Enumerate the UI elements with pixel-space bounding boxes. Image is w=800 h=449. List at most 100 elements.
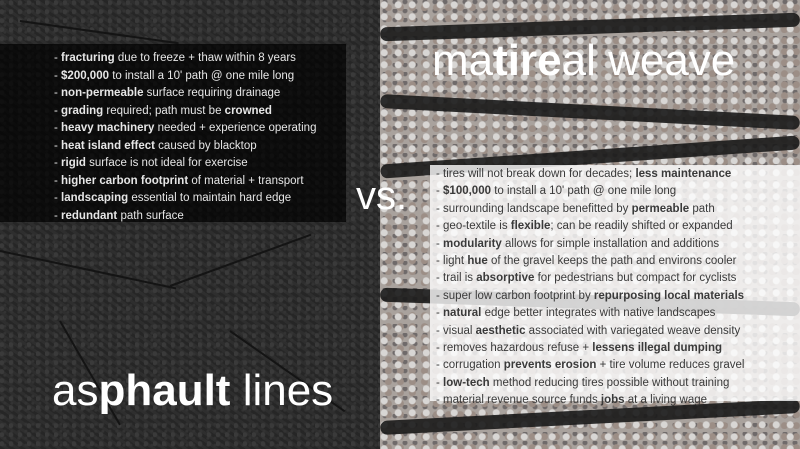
item-text: of material + transport <box>188 174 304 187</box>
item-text: - <box>436 307 444 320</box>
list-item: - landscaping essential to maintain hard… <box>54 190 316 208</box>
bold-text: landscaping <box>61 192 129 204</box>
item-text: caused by blacktop <box>154 139 257 152</box>
list-item: - $200,000 to install a 10' path @ one m… <box>54 68 316 86</box>
bold-text: higher carbon footprint <box>61 174 189 187</box>
list-item: - heavy machinery needed + experience op… <box>54 120 316 138</box>
bold-text: fracturing <box>61 52 115 64</box>
bold-text: $200,000 <box>61 69 109 82</box>
item-text: required; path must be <box>103 104 225 117</box>
item-text: at a living wage <box>624 394 708 407</box>
list-item: - low-tech method reducing tires possibl… <box>436 375 744 392</box>
list-item: - removes hazardous refuse + lessens ill… <box>436 340 744 357</box>
item-text: - <box>54 192 62 204</box>
bold-text: modularity <box>443 237 502 250</box>
item-text: - visual <box>436 324 476 337</box>
bold-text: prevents erosion <box>503 359 597 372</box>
list-item: - $100,000 to install a 10' path @ one m… <box>436 183 744 200</box>
list-item: - higher carbon footprint of material + … <box>54 173 316 191</box>
list-item: - surrounding landscape benefitted by pe… <box>436 201 744 218</box>
item-text: needed + experience operating <box>154 122 317 134</box>
item-text: - super low carbon footprint by <box>436 289 594 302</box>
item-text: to install a 10' path @ one mile long <box>491 185 677 198</box>
weave-list-panel <box>430 165 800 401</box>
item-text: - <box>54 174 62 187</box>
list-item: - tires will not break down for decades;… <box>436 166 744 183</box>
bold-text: flexible <box>510 220 551 233</box>
item-text: - <box>54 209 62 222</box>
list-item: - trail is absorptive for pedestrians bu… <box>436 270 744 287</box>
item-text: - <box>54 122 62 134</box>
item-text: - surrounding landscape benefitted by <box>436 202 632 215</box>
item-text: ; can be readily shifted or expanded <box>550 220 733 233</box>
list-item: - geo-textile is flexible; can be readil… <box>436 218 744 235</box>
list-item: - light hue of the gravel keeps the path… <box>436 253 744 270</box>
list-item: - heat island effect caused by blacktop <box>54 138 316 156</box>
item-text: path <box>689 202 715 215</box>
bold-text: redundant <box>61 209 118 222</box>
list-item: - grading required; path must be crowned <box>54 103 316 121</box>
material-weave-title: matireal weave <box>432 36 736 85</box>
item-text: - <box>54 87 62 99</box>
list-item: - fracturing due to freeze + thaw within… <box>54 50 316 68</box>
item-text: - <box>54 52 62 64</box>
item-text: associated with variegated weave density <box>525 324 741 337</box>
weave-benefits-list: - tires will not break down for decades;… <box>436 166 744 410</box>
item-text: surface requiring drainage <box>143 87 281 99</box>
asphalt-list-panel <box>0 44 346 222</box>
item-text: - trail is <box>436 272 477 285</box>
list-item: - visual aesthetic associated with varie… <box>436 323 744 340</box>
bold-text: grading <box>61 104 104 117</box>
list-item: - material revenue source funds jobs at … <box>436 392 744 409</box>
item-text: allows for simple installation and addit… <box>501 237 720 250</box>
item-text: for pedestrians but compact for cyclists <box>534 272 737 285</box>
item-text: edge better integrates with native lands… <box>481 307 716 320</box>
item-text: essential to maintain hard edge <box>128 192 292 204</box>
bold-text: hue <box>467 255 488 268</box>
item-text: - <box>436 376 444 389</box>
list-item: - modularity allows for simple installat… <box>436 236 744 253</box>
item-text: method reducing tires possible without t… <box>489 376 730 389</box>
bold-text: low-tech <box>443 376 490 389</box>
bold-text: crowned <box>224 104 272 117</box>
asphalt-lines-title: asphault lines <box>52 366 334 415</box>
bold-text: repurposing local materials <box>593 289 745 302</box>
bold-text: aesthetic <box>475 324 526 337</box>
list-item: - rigid surface is not ideal for exercis… <box>54 155 316 173</box>
item-text: - <box>54 69 62 82</box>
bold-text: heat island effect <box>61 139 155 152</box>
item-text: surface is not ideal for exercise <box>85 157 248 169</box>
item-text: due to freeze + thaw within 8 years <box>114 52 296 64</box>
bold-text: lessens illegal dumping <box>592 342 723 355</box>
bold-text: jobs <box>600 394 625 407</box>
item-text: - <box>54 104 62 117</box>
list-item: - super low carbon footprint by repurpos… <box>436 288 744 305</box>
item-text: - <box>54 139 62 152</box>
item-text: - <box>54 157 62 169</box>
item-text: - light <box>436 255 468 268</box>
item-text: - corrugation <box>436 359 504 372</box>
item-text: - geo-textile is <box>436 220 511 233</box>
item-text: - material revenue source funds <box>436 394 601 407</box>
list-item: - corrugation prevents erosion + tire vo… <box>436 357 744 374</box>
item-text: path surface <box>117 209 184 222</box>
item-text: - <box>436 237 444 250</box>
item-text: + tire volume reduces gravel <box>596 359 745 372</box>
bold-text: non-permeable <box>61 87 144 99</box>
bold-text: less maintenance <box>635 168 732 180</box>
asphalt-drawbacks-list: - fracturing due to freeze + thaw within… <box>54 50 316 225</box>
versus-label: vs. <box>356 174 408 218</box>
bold-text: permeable <box>631 202 690 215</box>
item-text: - <box>436 185 444 198</box>
list-item: - non-permeable surface requiring draina… <box>54 85 316 103</box>
bold-text: natural <box>443 307 482 320</box>
bold-text: absorptive <box>476 272 535 285</box>
item-text: - removes hazardous refuse + <box>436 342 593 355</box>
item-text: of the gravel keeps the path and environ… <box>487 255 737 268</box>
item-text: - tires will not break down for decades; <box>436 168 636 180</box>
bold-text: $100,000 <box>443 185 491 198</box>
list-item: - redundant path surface <box>54 208 316 226</box>
list-item: - natural edge better integrates with na… <box>436 305 744 322</box>
bold-text: rigid <box>61 157 86 169</box>
bold-text: heavy machinery <box>61 122 155 134</box>
